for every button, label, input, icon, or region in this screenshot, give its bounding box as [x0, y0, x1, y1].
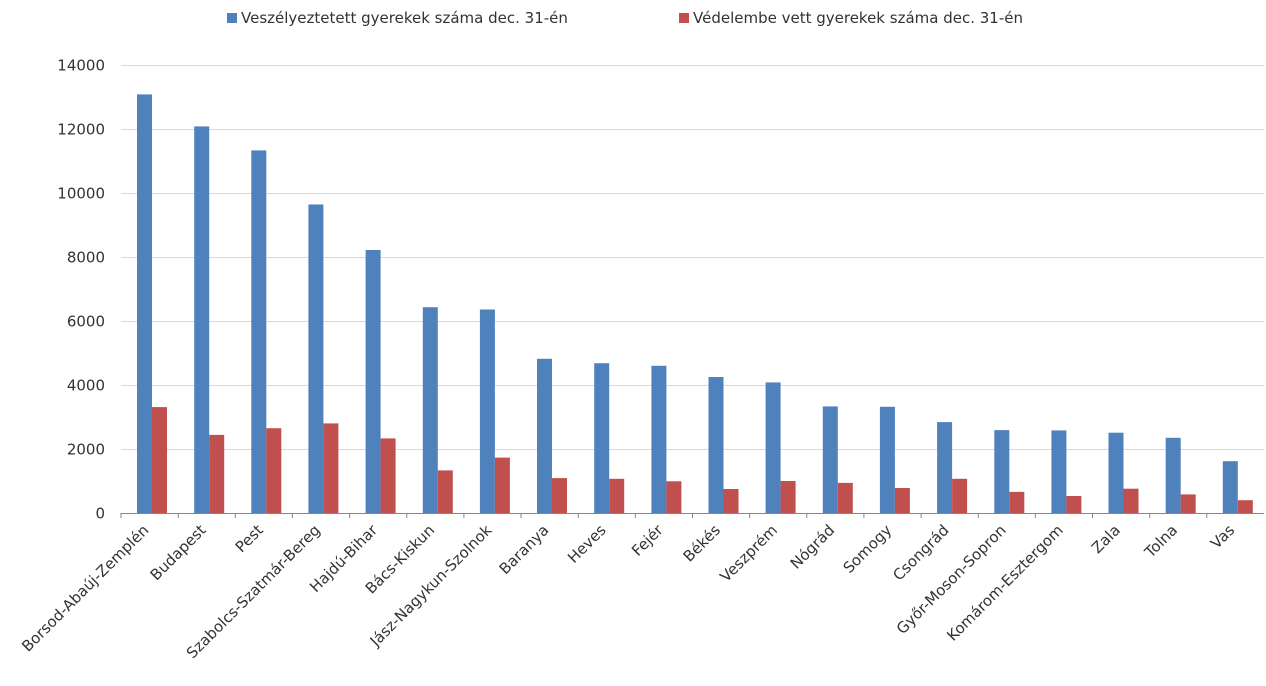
bar-series-2: [380, 438, 396, 513]
bar-series-2: [266, 428, 282, 513]
bar-series-1: [1222, 461, 1238, 513]
bar-series-2: [780, 481, 796, 513]
bar-series-1: [1051, 430, 1067, 513]
x-category-label: Békés: [680, 521, 724, 565]
bar-series-1: [822, 406, 838, 513]
bar-series-2: [837, 482, 853, 513]
bar-series-1: [879, 406, 895, 513]
bar-series-2: [894, 488, 910, 513]
x-category-label: Budapest: [147, 521, 210, 584]
bar-series-2: [323, 423, 339, 513]
y-tick-label: 8000: [67, 249, 105, 267]
y-tick-label: 0: [95, 505, 105, 523]
bar-series-1: [1165, 437, 1181, 513]
y-tick-label: 4000: [67, 377, 105, 395]
y-tick-label: 6000: [67, 313, 105, 331]
x-category-label: Zala: [1088, 521, 1124, 557]
y-tick-label: 2000: [67, 441, 105, 459]
x-category-label: Heves: [564, 521, 610, 567]
y-axis-ticks: 0 2000 4000 6000 8000 10000 12000 14000: [57, 57, 105, 523]
bar-series-2: [552, 478, 567, 513]
bar-series-1: [251, 150, 267, 513]
bar-series-1: [1108, 432, 1124, 513]
gridlines: [121, 65, 1264, 450]
x-category-label: Vas: [1207, 521, 1238, 552]
y-tick-label: 10000: [57, 185, 105, 203]
x-category-label: Komárom-Esztergom: [943, 521, 1066, 644]
bar-series-1: [994, 430, 1010, 513]
bar-series-1: [194, 126, 210, 514]
legend-swatch-series-2: [679, 13, 689, 23]
bar-series-1: [708, 377, 724, 513]
bar-series-2: [1237, 500, 1253, 513]
x-category-label: Nógrád: [787, 521, 838, 572]
x-category-label: Pest: [232, 521, 267, 556]
bar-series-1: [308, 204, 324, 513]
bar-series-1: [651, 365, 667, 513]
chart-legend: Veszélyeztetett gyerekek száma dec. 31-é…: [227, 9, 1023, 27]
y-tick-label: 14000: [57, 57, 105, 75]
x-category-label: Fejér: [628, 521, 667, 560]
x-category-label: Veszprém: [717, 521, 782, 586]
bar-series-2: [209, 434, 225, 513]
bar-series-2: [152, 407, 167, 513]
y-tick-label: 12000: [57, 121, 105, 139]
bar-series-2: [1180, 494, 1196, 513]
x-category-label: Tolna: [1140, 521, 1181, 562]
bar-series-1: [422, 307, 438, 513]
bar-series-2: [952, 478, 968, 513]
bar-series-2: [1009, 491, 1025, 513]
x-category-label: Baranya: [496, 521, 553, 578]
bar-series-1: [537, 358, 552, 513]
bar-series-2: [494, 457, 510, 513]
bar-series-1: [937, 422, 953, 513]
x-category-label: Somogy: [840, 521, 896, 577]
bar-series-2: [723, 489, 739, 513]
legend-swatch-series-1: [227, 13, 237, 23]
legend-label-series-1: Veszélyeztetett gyerekek száma dec. 31-é…: [241, 9, 568, 27]
bar-series-1: [137, 94, 152, 514]
bar-series-2: [437, 470, 453, 513]
bar-series-2: [666, 481, 682, 513]
legend-label-series-2: Védelembe vett gyerekek száma dec. 31-én: [693, 9, 1023, 27]
bar-series-2: [1066, 496, 1082, 513]
x-category-label: Borsod-Abaúj-Zemplén: [18, 521, 152, 655]
bar-series-2: [1123, 488, 1139, 513]
bar-series-1: [594, 363, 610, 513]
bar-series-1: [479, 309, 495, 513]
bar-series-1: [765, 382, 781, 513]
x-category-label: Győr-Moson-Sopron: [893, 521, 1010, 638]
bars: [137, 94, 1253, 514]
bar-series-2: [609, 478, 625, 513]
bar-series-1: [365, 250, 381, 513]
